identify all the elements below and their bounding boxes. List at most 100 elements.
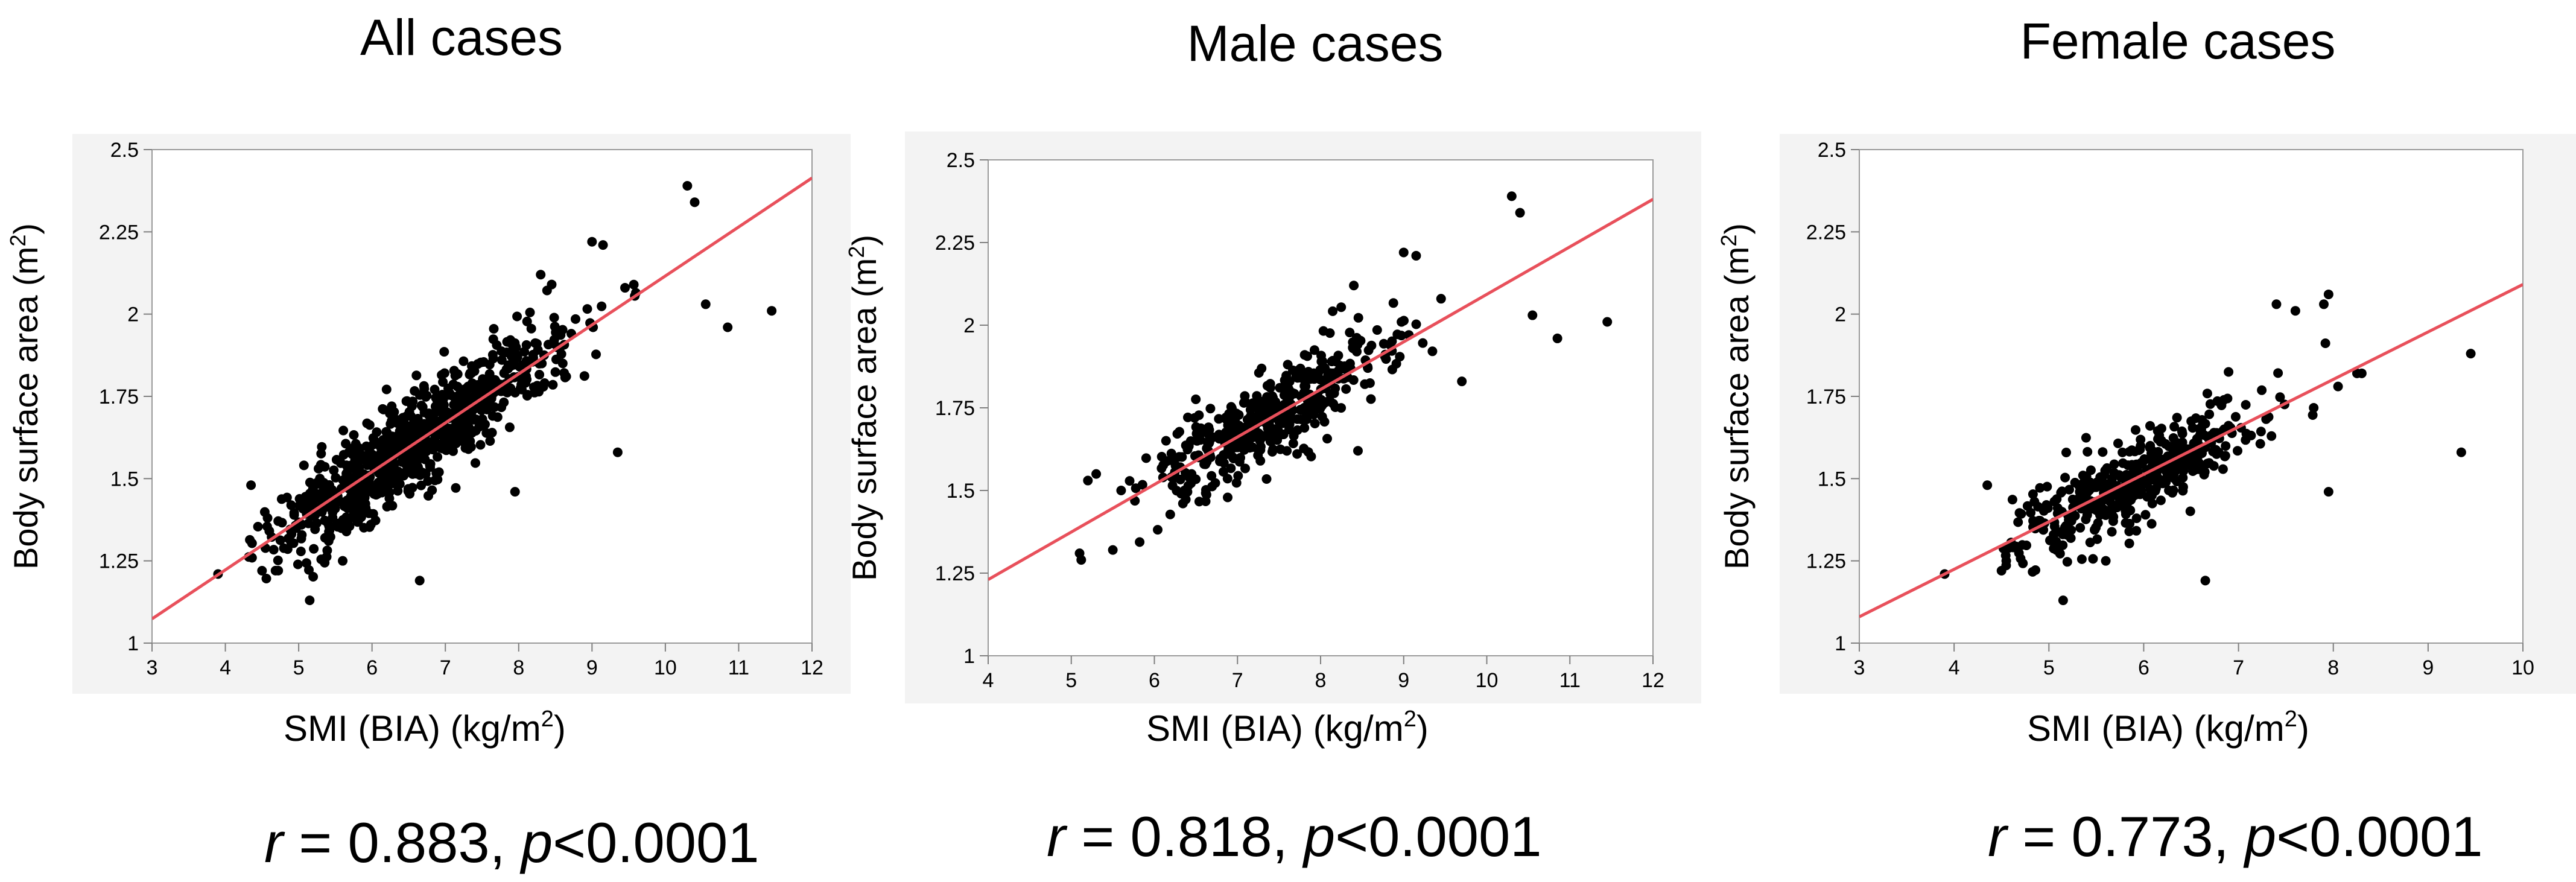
scatter-point xyxy=(612,447,623,457)
scatter-point xyxy=(2202,389,2212,399)
scatter-point xyxy=(304,565,314,575)
x-tick-label: 5 xyxy=(293,656,305,679)
y-axis-label: Body surface area (m2) xyxy=(844,235,883,581)
scatter-point xyxy=(341,527,352,536)
scatter-point xyxy=(2216,400,2227,410)
scatter-point xyxy=(525,307,535,317)
scatter-point xyxy=(1183,412,1193,422)
scatter-point xyxy=(1218,467,1228,477)
scatter-point xyxy=(297,530,307,540)
scatter-point xyxy=(1187,469,1197,479)
x-tick-label: 9 xyxy=(1398,669,1409,692)
scatter-point xyxy=(2125,519,2135,528)
scatter-point xyxy=(1982,480,1993,490)
scatter-point xyxy=(526,323,536,334)
scatter-point xyxy=(1418,338,1428,348)
scatter-point xyxy=(487,428,497,438)
scatter-point xyxy=(492,412,503,422)
scatter-point xyxy=(412,461,422,471)
y-tick-label: 2 xyxy=(127,303,139,326)
scatter-point xyxy=(2085,504,2095,514)
scatter-point xyxy=(2224,367,2234,377)
scatter-point xyxy=(257,566,267,576)
y-tick-label: 2.25 xyxy=(1806,221,1846,244)
scatter-point xyxy=(1137,480,1147,490)
scatter-point xyxy=(349,472,359,483)
scatter-point xyxy=(1515,208,1525,218)
scatter-point xyxy=(536,270,546,280)
scatter-point xyxy=(1363,363,1373,373)
scatter-point xyxy=(438,377,448,387)
scatter-point xyxy=(407,469,417,479)
scatter-point xyxy=(2131,425,2140,435)
scatter-point xyxy=(1288,439,1298,448)
scatter-point xyxy=(1214,434,1225,444)
y-tick-label: 2 xyxy=(963,314,975,337)
scatter-point xyxy=(466,442,476,452)
scatter-point xyxy=(1182,445,1193,455)
scatter-point xyxy=(361,451,371,461)
scatter-point xyxy=(467,428,477,438)
scatter-point xyxy=(1076,555,1087,565)
scatter-point xyxy=(329,498,340,508)
scatter-point xyxy=(480,419,490,430)
scatter-point xyxy=(362,418,372,428)
scatter-point xyxy=(1303,447,1313,457)
scatter-point xyxy=(1457,376,1467,387)
scatter-point xyxy=(1161,436,1171,446)
scatter-point xyxy=(571,314,580,324)
scatter-point xyxy=(1194,497,1204,507)
scatter-point xyxy=(2121,470,2131,480)
scatter-point xyxy=(629,279,639,290)
scatter-point xyxy=(1328,306,1338,316)
scatter-point xyxy=(1261,474,1272,484)
scatter-point xyxy=(1348,375,1359,385)
scatter-point xyxy=(2275,392,2285,402)
scatter-point xyxy=(587,236,597,247)
scatter-point xyxy=(2185,506,2195,516)
scatter-point xyxy=(1363,345,1374,355)
scatter-point xyxy=(2146,519,2157,529)
scatter-point xyxy=(449,366,459,376)
scatter-point xyxy=(2059,524,2069,535)
scatter-point xyxy=(317,442,327,452)
scatter-point xyxy=(308,484,318,494)
scatter-point xyxy=(320,515,330,525)
y-tick-label: 1 xyxy=(963,645,975,668)
scatter-point xyxy=(556,330,566,340)
scatter-point xyxy=(1327,357,1337,367)
scatter-point xyxy=(473,382,483,392)
panel-all-cases: All cases 3 4 5 6 7 8 9 10 11 12 1 1.25 1.5 1.75 2 2.25… xyxy=(0,0,851,882)
scatter-point xyxy=(465,368,475,378)
scatter-point xyxy=(2067,494,2078,504)
scatter-point xyxy=(1240,463,1250,474)
x-tick-label: 8 xyxy=(513,656,524,679)
scatter-point xyxy=(2456,447,2466,457)
scatter-point xyxy=(620,283,630,293)
scatter-point xyxy=(1108,545,1118,555)
scatter-point xyxy=(1281,370,1292,381)
scatter-point xyxy=(2076,554,2087,564)
scatter-point xyxy=(2187,460,2197,470)
scatter-point xyxy=(2081,433,2091,443)
scatter-point xyxy=(579,371,589,381)
scatter-point xyxy=(2066,533,2076,543)
scatter-point xyxy=(1165,509,1175,519)
scatter-point xyxy=(1153,525,1163,535)
scatter-point xyxy=(1315,375,1325,385)
scatter-point xyxy=(1261,408,1272,419)
scatter-point xyxy=(723,322,733,332)
scatter-point xyxy=(2004,543,2014,553)
scatter-point xyxy=(2196,460,2206,471)
scatter-point xyxy=(434,467,444,477)
scatter-point xyxy=(430,401,440,411)
scatter-point xyxy=(1223,492,1232,503)
scatter-point xyxy=(2233,446,2242,456)
scatter-point xyxy=(1602,317,1613,327)
scatter-point xyxy=(2153,446,2163,457)
scatter-point xyxy=(320,533,330,543)
scatter-point xyxy=(288,538,299,548)
scatter-point xyxy=(348,510,358,520)
scatter-point xyxy=(496,355,507,365)
scatter-point xyxy=(1116,486,1126,495)
